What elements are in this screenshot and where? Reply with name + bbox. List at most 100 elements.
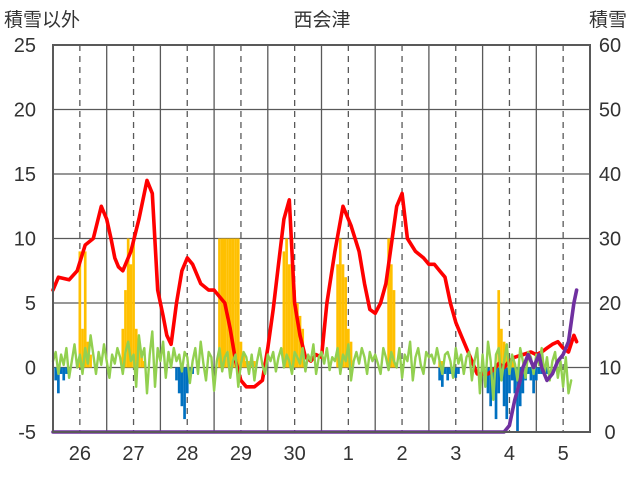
precipitation-bar <box>505 348 509 368</box>
negative_bars-bar <box>505 367 509 420</box>
negative_bars-bar <box>494 367 498 420</box>
precipitation-bar <box>287 264 291 368</box>
precipitation-bar <box>239 341 243 368</box>
precipitation-bar <box>282 251 286 368</box>
negative_bars-bar <box>59 367 63 374</box>
precipitation-bar <box>338 238 342 368</box>
negative_bars-bar <box>534 367 538 381</box>
negative_bars-bar <box>180 367 184 407</box>
precipitation-bar <box>336 264 339 368</box>
negative_bars-bar <box>65 367 68 374</box>
negative_bars-bar <box>513 367 517 394</box>
precipitation-bar <box>121 328 125 368</box>
precipitation-bar <box>83 251 87 368</box>
plot-frame <box>52 44 591 433</box>
precipitation-bar <box>89 354 92 368</box>
precipitation-bar <box>78 251 82 368</box>
x-tick-label: 2 <box>396 443 407 465</box>
negative_bars-bar <box>545 367 549 374</box>
negative_bars-bar <box>516 367 519 432</box>
precipitation-bar <box>341 264 345 368</box>
x-tick-label: 3 <box>450 443 461 465</box>
precipitation-bar <box>349 341 353 368</box>
bars-layer <box>54 238 549 432</box>
negative_bars-bar <box>532 367 535 394</box>
negative_bars-bar <box>508 367 511 394</box>
right-tick-label: 40 <box>599 164 621 186</box>
precipitation-bar <box>242 354 245 368</box>
precipitation-bar <box>234 238 237 368</box>
negative_bars-bar <box>486 367 490 394</box>
wind-line <box>51 330 573 401</box>
negative_bars-bar <box>526 367 530 374</box>
negative_bars-bar <box>177 367 181 394</box>
x-tick-label: 27 <box>122 443 144 465</box>
left-tick-label: 0 <box>25 358 36 380</box>
x-tick-label: 5 <box>558 443 569 465</box>
left-tick-label: -5 <box>18 422 36 444</box>
precipitation-bar <box>392 290 396 368</box>
negative_bars-bar <box>502 367 506 407</box>
precipitation-bar <box>218 238 221 368</box>
precipitation-bar <box>220 238 224 368</box>
left-tick-label: 10 <box>14 229 36 251</box>
precipitation-bar <box>247 361 251 368</box>
negative_bars-bar <box>446 367 450 381</box>
precipitation-bar <box>228 238 232 368</box>
x-tick-label: 28 <box>176 443 198 465</box>
x-tick-label: 4 <box>504 443 515 465</box>
precipitation-bar <box>293 290 296 368</box>
precipitation-bar <box>134 328 138 368</box>
precipitation-bar <box>253 361 256 368</box>
negative_bars-bar <box>62 367 66 381</box>
negative_bars-bar <box>489 367 492 407</box>
negative_bars-bar <box>440 367 444 387</box>
precipitation-bar <box>236 238 240 368</box>
precipitation-bar <box>290 238 294 368</box>
precipitation-bar <box>126 238 130 368</box>
x-tick-label: 30 <box>284 443 306 465</box>
negative_bars-bar <box>183 367 186 420</box>
left-tick-label: 20 <box>14 100 36 122</box>
x-tick-label: 29 <box>230 443 252 465</box>
negative_bars-bar <box>457 367 460 374</box>
negative_bars-bar <box>491 367 495 381</box>
right-tick-label: 60 <box>599 35 621 57</box>
negative_bars-bar <box>438 367 441 381</box>
negative_bars-bar <box>529 367 533 381</box>
precipitation-bar <box>389 264 393 368</box>
left-axis-title: 積雪以外 <box>4 9 80 31</box>
precipitation-bar <box>226 238 229 368</box>
left-tick-label: 15 <box>14 164 36 186</box>
precipitation-bar <box>132 238 135 368</box>
precipitation-bar <box>387 238 390 368</box>
negative_bars-bar <box>54 367 58 381</box>
x-tick-label: 1 <box>343 443 354 465</box>
chart-title: 西会津 <box>293 9 350 31</box>
precipitation-bar <box>510 361 514 368</box>
precipitation-bar <box>344 277 348 368</box>
negative_bars-bar <box>510 367 514 381</box>
precipitation-bar <box>124 290 127 368</box>
left-tick-label: 25 <box>14 35 36 57</box>
negative_bars-bar <box>521 367 525 394</box>
precipitation-bar <box>129 264 133 368</box>
left-tick-label: 5 <box>25 293 36 315</box>
negative_bars-bar <box>449 367 452 374</box>
right-axis-title: 積雪 <box>589 9 627 31</box>
precipitation-bar <box>231 238 235 368</box>
negative_bars-bar <box>454 367 458 378</box>
precipitation-bar <box>295 303 299 368</box>
precipitation-bar <box>500 328 503 368</box>
right-tick-label: 20 <box>599 293 621 315</box>
right-tick-label: 30 <box>599 229 621 251</box>
negative_bars-bar <box>537 367 541 374</box>
precipitation-bar <box>440 361 444 368</box>
negative_bars-bar <box>443 367 447 374</box>
x-tick-label: 26 <box>69 443 91 465</box>
axes-layer <box>52 44 591 433</box>
negative_bars-bar <box>185 367 189 394</box>
negative_bars-bar <box>57 367 60 394</box>
